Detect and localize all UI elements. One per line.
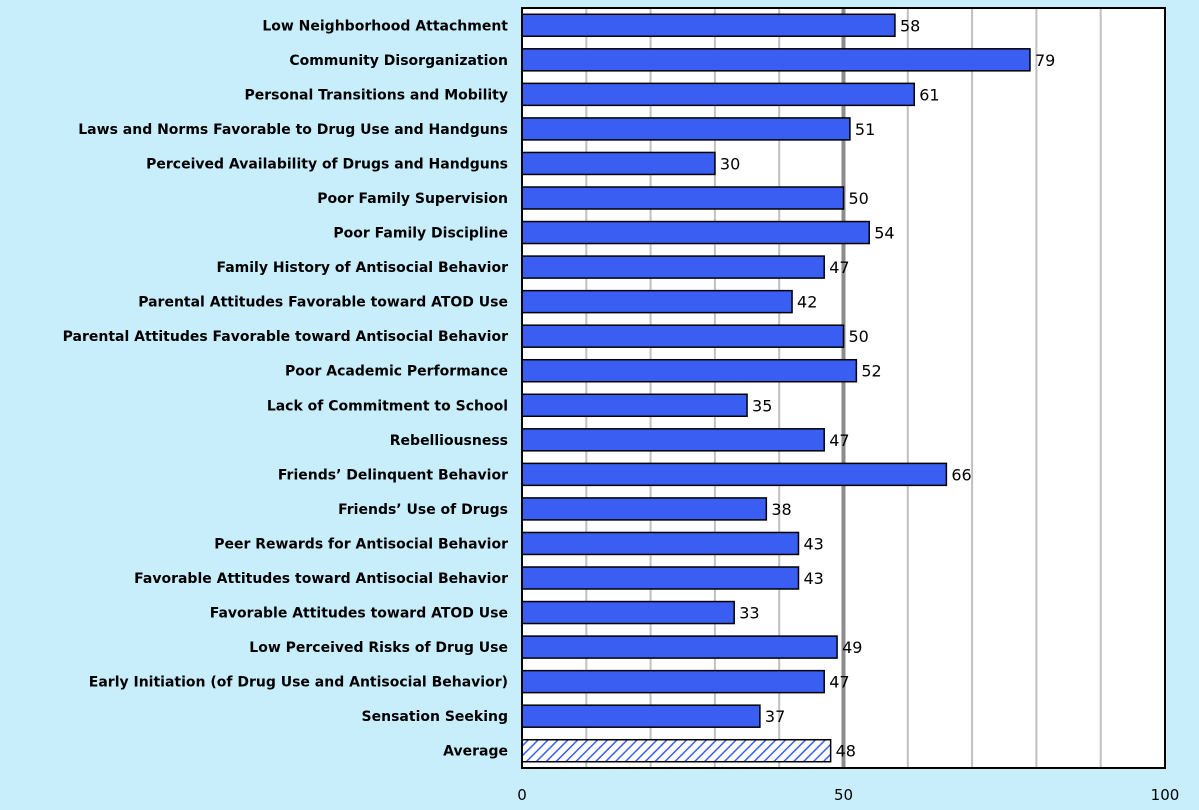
category-label: Peer Rewards for Antisocial Behavior	[214, 536, 508, 552]
bar	[521, 220, 870, 245]
value-label: 42	[797, 293, 817, 312]
value-label: 43	[803, 534, 823, 553]
value-label: 47	[829, 431, 849, 450]
x-tick-labels: 0 50 100	[517, 786, 1179, 804]
category-label: Poor Family Discipline	[333, 226, 508, 242]
value-label: 47	[829, 258, 849, 277]
x-tick-label: 50	[834, 786, 853, 804]
category-label: Low Neighborhood Attachment	[262, 18, 508, 34]
category-label: Average	[443, 744, 508, 760]
category-label: Laws and Norms Favorable to Drug Use and…	[78, 122, 508, 138]
value-label: 66	[951, 465, 971, 484]
bar	[521, 635, 838, 659]
bar	[521, 48, 1031, 72]
bar	[521, 324, 845, 348]
bar	[521, 566, 800, 590]
value-label: 48	[836, 742, 856, 761]
value-label: 37	[765, 707, 785, 726]
x-tick-label: 100	[1151, 786, 1180, 804]
value-label: 54	[874, 224, 894, 243]
bar	[521, 531, 800, 556]
category-label: Poor Academic Performance	[285, 364, 508, 380]
value-label: 51	[855, 120, 875, 139]
value-label: 43	[803, 569, 823, 588]
category-label: Friends’ Delinquent Behavior	[278, 467, 508, 483]
bar-average	[521, 738, 832, 763]
bar	[521, 497, 768, 521]
value-label: 52	[861, 362, 881, 381]
value-label: 50	[849, 189, 869, 208]
bar	[521, 704, 761, 728]
category-label: Favorable Attitudes toward Antisocial Be…	[134, 571, 508, 587]
value-label: 50	[849, 327, 869, 346]
bar	[521, 82, 915, 107]
bar	[521, 186, 845, 210]
plot-border	[521, 7, 1166, 769]
category-label: Favorable Attitudes toward ATOD Use	[210, 606, 508, 622]
bar	[521, 428, 825, 452]
category-label: Parental Attitudes Favorable toward ATOD…	[138, 295, 508, 311]
x-tick-label: 0	[517, 786, 527, 804]
category-label: Personal Transitions and Mobility	[244, 87, 508, 103]
category-label: Parental Attitudes Favorable toward Anti…	[63, 329, 508, 345]
category-label: Rebelliousness	[390, 433, 508, 449]
category-label: Low Perceived Risks of Drug Use	[249, 640, 508, 656]
bar	[521, 117, 851, 141]
category-label: Early Initiation (of Drug Use and Antiso…	[89, 675, 508, 691]
bar	[521, 600, 735, 625]
category-label: Community Disorganization	[289, 53, 508, 69]
value-label: 49	[842, 638, 862, 657]
bar	[521, 393, 748, 418]
bar	[521, 255, 825, 279]
value-label: 30	[720, 154, 740, 173]
bar	[521, 289, 793, 314]
value-label: 58	[900, 16, 920, 35]
value-label: 35	[752, 396, 772, 415]
category-label: Poor Family Supervision	[317, 191, 508, 207]
category-label: Lack of Commitment to School	[267, 398, 508, 414]
category-label: Family History of Antisocial Behavior	[216, 260, 508, 276]
bar	[521, 358, 858, 383]
value-label: 47	[829, 673, 849, 692]
category-label: Friends’ Use of Drugs	[338, 502, 508, 518]
category-label: Perceived Availability of Drugs and Hand…	[146, 156, 508, 172]
bar	[521, 669, 825, 694]
bar	[521, 13, 896, 38]
value-label: 33	[739, 604, 759, 623]
value-label: 79	[1035, 51, 1055, 70]
bar	[521, 462, 948, 487]
value-label: 38	[771, 500, 791, 519]
bar	[521, 151, 716, 176]
value-labels: 58 79 61 51 30 50 54 47 42 50 52 35 47 66 38 43 43 33 49 47…	[720, 16, 1055, 760]
category-labels: Low Neighborhood Attachment Community Dis…	[63, 18, 509, 759]
value-label: 61	[919, 85, 939, 104]
category-label: Sensation Seeking	[362, 709, 508, 725]
